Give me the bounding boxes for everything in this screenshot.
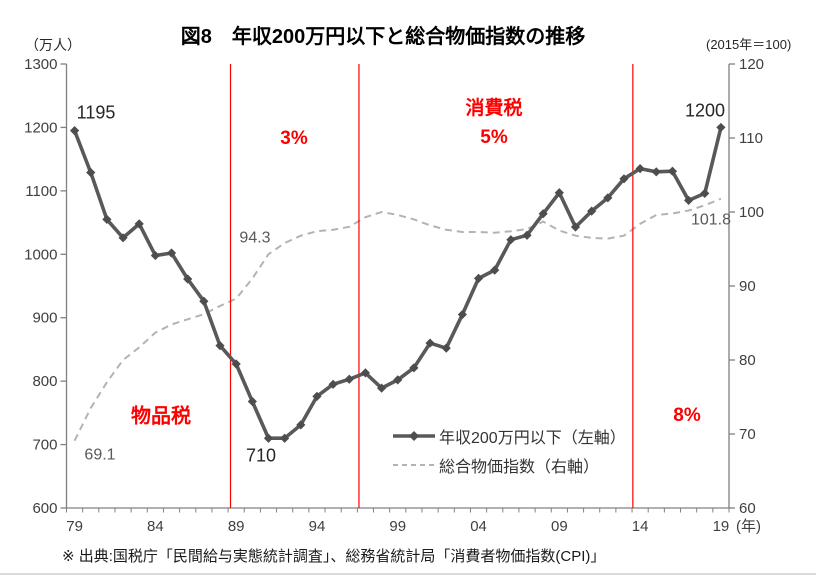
annotation-tax-shouhizei: 消費税 xyxy=(465,98,523,120)
left-axis-unit-label: （万人） xyxy=(25,37,81,53)
series-income xyxy=(69,122,726,443)
svg-text:79: 79 xyxy=(66,518,83,535)
annotation-tax-buppinzei: 物品税 xyxy=(131,405,191,428)
svg-text:110: 110 xyxy=(739,130,763,147)
annotation-income-1979: 1195 xyxy=(76,102,116,123)
svg-text:120: 120 xyxy=(739,56,764,73)
legend-item-income: 年収200万円以下（左軸） xyxy=(392,426,626,447)
bottom-divider xyxy=(0,573,816,575)
svg-text:14: 14 xyxy=(632,518,649,535)
svg-text:19: 19 xyxy=(713,518,730,535)
right-axis-ticks: 60 70 80 90 100 110 120 xyxy=(729,56,764,517)
legend-cpi-label: 総合物価指数（右軸） xyxy=(439,459,600,476)
annotation-income-1991: 710 xyxy=(245,445,277,466)
svg-text:80: 80 xyxy=(739,352,756,369)
svg-text:60: 60 xyxy=(739,500,756,517)
annotation-tax-5pct: 5% xyxy=(480,127,508,149)
x-axis-ticks: 79 84 89 94 99 04 09 14 19 (年) xyxy=(66,508,761,535)
annotation-tax-3pct: 3% xyxy=(280,128,308,150)
annotation-cpi-2019: 101.8 xyxy=(690,211,732,229)
annotation-tax-8pct: 8% xyxy=(673,405,701,427)
svg-text:700: 700 xyxy=(32,437,57,454)
svg-text:04: 04 xyxy=(470,518,487,535)
svg-text:90: 90 xyxy=(739,278,756,295)
annotation-income-2019: 1200 xyxy=(684,100,726,121)
left-axis-ticks: 600 700 800 900 1000 1100 1200 1300 xyxy=(24,56,67,517)
svg-text:800: 800 xyxy=(32,373,57,390)
svg-text:900: 900 xyxy=(32,310,57,327)
tax-event-lines xyxy=(229,64,634,508)
legend-income-label: 年収200万円以下（左軸） xyxy=(439,430,626,447)
svg-text:09: 09 xyxy=(551,518,568,535)
svg-text:99: 99 xyxy=(389,518,406,535)
svg-text:89: 89 xyxy=(228,518,245,535)
svg-text:600: 600 xyxy=(32,500,57,517)
legend-cpi-marker xyxy=(393,464,435,466)
legend-income-marker xyxy=(393,431,435,441)
svg-text:1000: 1000 xyxy=(24,246,57,263)
svg-text:(年): (年) xyxy=(736,518,761,535)
svg-text:84: 84 xyxy=(147,518,164,535)
svg-text:94: 94 xyxy=(309,518,326,535)
svg-text:100: 100 xyxy=(739,204,764,221)
annotation-cpi-1979: 69.1 xyxy=(84,446,116,464)
right-axis-unit-label: (2015年＝100) xyxy=(706,37,792,52)
svg-text:1100: 1100 xyxy=(25,183,57,200)
svg-text:1200: 1200 xyxy=(24,119,57,136)
source-note: ※ 出典:国税庁「民間給与実態統計調査」、総務省統計局「消費者物価指数(CPI)… xyxy=(62,548,606,565)
legend-item-cpi: 総合物価指数（右軸） xyxy=(392,455,600,476)
page-title: 図8 年収200万円以下と総合物価指数の推移 xyxy=(180,26,586,48)
svg-text:1300: 1300 xyxy=(24,56,57,73)
annotation-cpi-1991: 94.3 xyxy=(239,229,271,247)
svg-text:70: 70 xyxy=(739,426,756,443)
series-cpi xyxy=(73,197,722,442)
